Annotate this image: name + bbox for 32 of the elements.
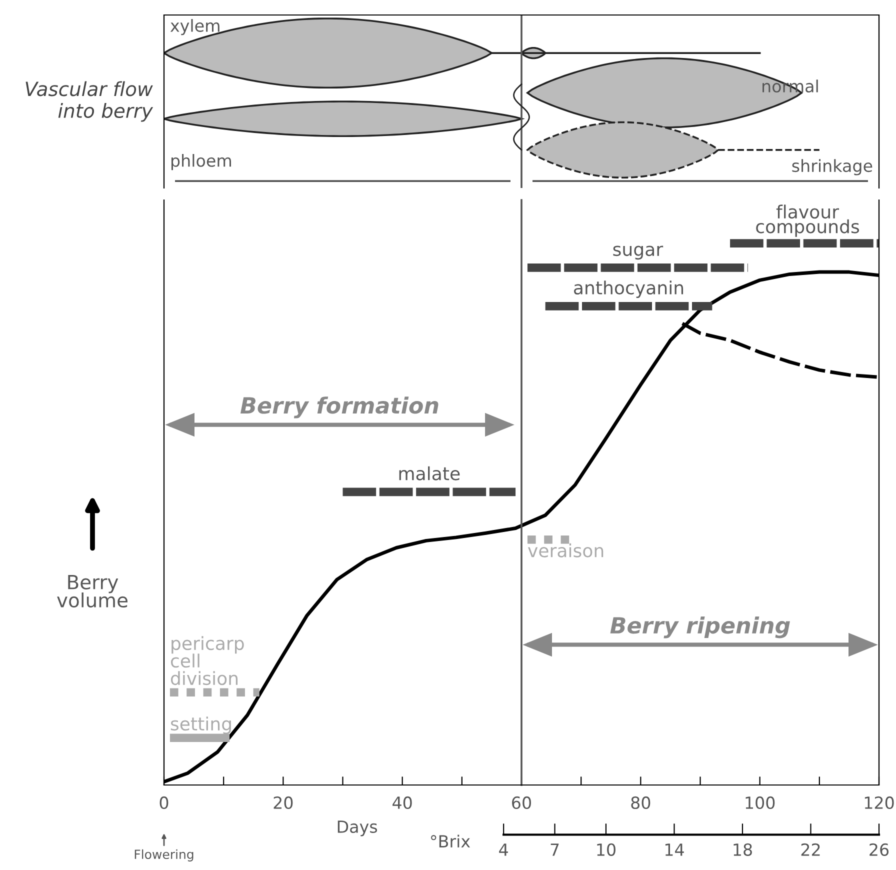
y-axis-title: Berry volume xyxy=(57,575,128,608)
text: xylem xyxy=(170,19,220,36)
series-label: veraison xyxy=(528,543,604,558)
x2-tick-label: 14 xyxy=(665,844,684,856)
series-label: malate xyxy=(399,466,460,480)
text: normal xyxy=(762,80,818,92)
x-tick-label: 80 xyxy=(631,796,650,810)
series-label: flavour compounds xyxy=(756,204,860,237)
text: Vascular flow into berry xyxy=(26,81,154,122)
series-label: pericarp cell division xyxy=(170,636,244,686)
x2-tick-label: 26 xyxy=(870,843,889,856)
text: shrinkage xyxy=(792,159,872,176)
x-tick-label: 120 xyxy=(864,796,894,810)
text: Flowering xyxy=(134,849,194,862)
text: phloem xyxy=(171,154,232,170)
series-label: anthocyanin xyxy=(574,280,684,298)
x-tick-label: 60 xyxy=(512,796,531,810)
x2-tick-label: 18 xyxy=(734,843,752,856)
x-tick-label: 0 xyxy=(160,796,168,810)
x-axis-title: Days xyxy=(338,820,378,836)
x2-tick-label: 10 xyxy=(597,843,616,856)
x-tick-label: 40 xyxy=(392,796,412,810)
series-label: Berry formation xyxy=(240,396,438,418)
series-label: sugar xyxy=(613,246,664,260)
x2-tick-label: 7 xyxy=(550,844,559,856)
x2-axis-title: °Brix xyxy=(431,834,470,848)
x-tick-label: 20 xyxy=(274,796,293,810)
x-tick-label: 100 xyxy=(746,796,775,810)
series-label: Berry ripening xyxy=(610,616,790,638)
series-label: setting xyxy=(170,716,231,734)
x2-tick-label: 22 xyxy=(801,843,820,856)
x2-tick-label: 4 xyxy=(499,844,508,856)
